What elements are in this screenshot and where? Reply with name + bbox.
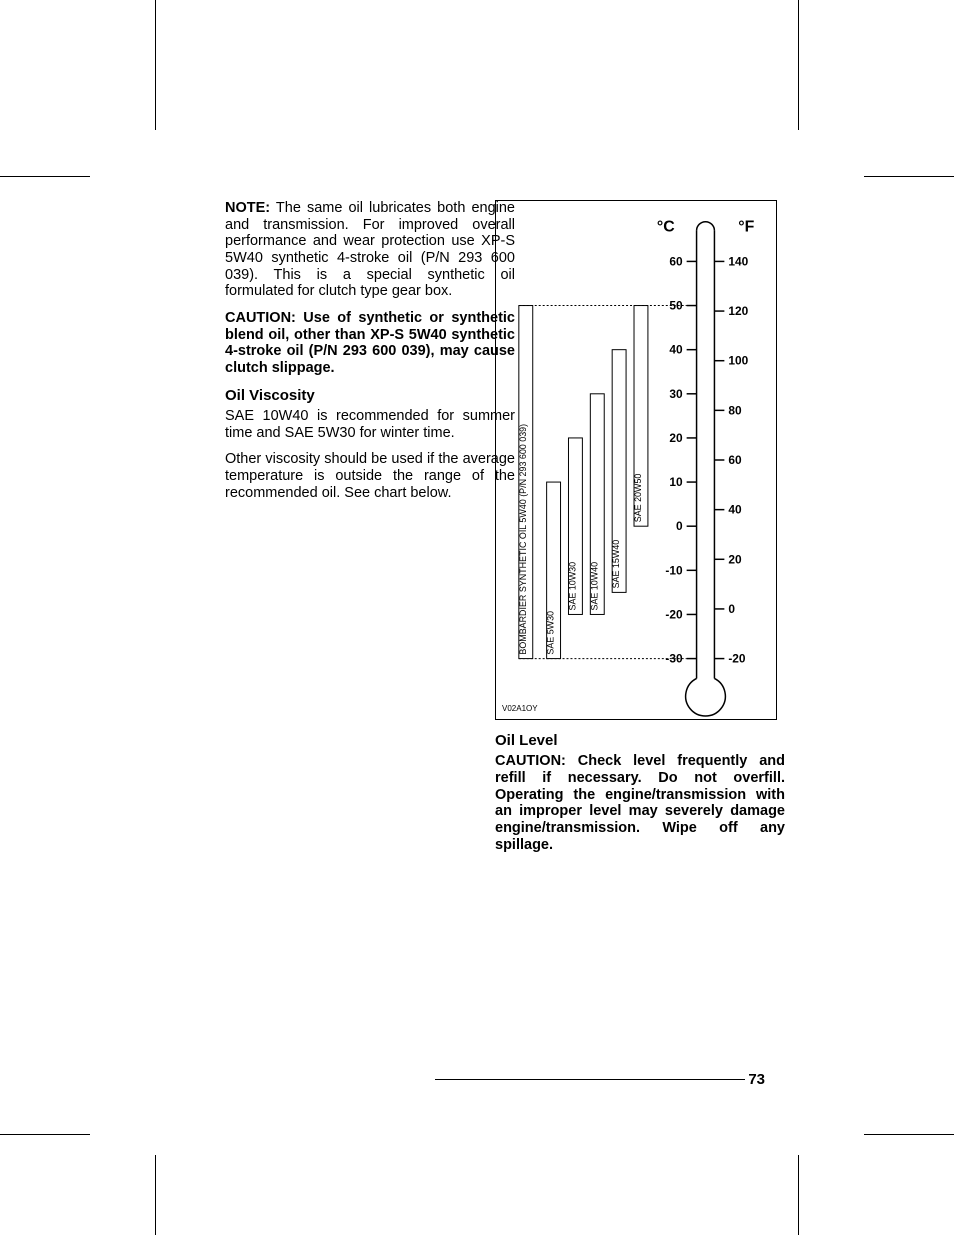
svg-text:SAE 20W50: SAE 20W50 xyxy=(633,474,643,523)
page-content: NOTE: The same oil lubricates both engin… xyxy=(155,10,795,1130)
svg-text:SAE 5W30: SAE 5W30 xyxy=(546,611,556,655)
svg-text:60: 60 xyxy=(728,453,742,467)
crop-mark xyxy=(798,1155,799,1235)
svg-text:10: 10 xyxy=(669,475,683,489)
svg-text:-20: -20 xyxy=(728,652,746,666)
svg-text:0: 0 xyxy=(728,602,735,616)
svg-text:20: 20 xyxy=(669,431,683,445)
svg-text:60: 60 xyxy=(669,254,683,268)
crop-mark xyxy=(0,176,90,177)
heading-oil-level: Oil Level xyxy=(495,732,785,749)
caution-label: CAUTION: xyxy=(495,753,566,769)
chart-svg: °C°F-30-20-100102030405060-2002040608010… xyxy=(496,201,776,719)
svg-text:40: 40 xyxy=(669,343,683,357)
svg-text:-20: -20 xyxy=(665,607,683,621)
crop-mark xyxy=(864,176,954,177)
left-column: NOTE: The same oil lubricates both engin… xyxy=(225,200,515,511)
svg-text:100: 100 xyxy=(728,354,748,368)
svg-text:120: 120 xyxy=(728,304,748,318)
chart-code: V02A1OY xyxy=(502,704,538,713)
crop-mark xyxy=(798,0,799,130)
caution-label: CAUTION: xyxy=(225,310,296,326)
note-label: NOTE: xyxy=(225,200,270,216)
caution-paragraph-2: CAUTION: Check level frequently and refi… xyxy=(495,753,785,853)
note-paragraph: NOTE: The same oil lubricates both engin… xyxy=(225,200,515,300)
svg-text:°F: °F xyxy=(738,219,754,236)
svg-text:BOMBARDIER SYNTHETIC OIL 5W40: BOMBARDIER SYNTHETIC OIL 5W40 (P/N 293 6… xyxy=(518,424,528,655)
svg-text:SAE 10W30: SAE 10W30 xyxy=(567,562,577,611)
page-number: 73 xyxy=(748,1071,765,1088)
svg-text:SAE 10W40: SAE 10W40 xyxy=(589,562,599,611)
crop-mark xyxy=(0,1134,90,1135)
caution-paragraph-1: CAUTION: Use of synthetic or synthetic b… xyxy=(225,310,515,377)
svg-text:-10: -10 xyxy=(665,563,683,577)
crop-mark xyxy=(864,1134,954,1135)
svg-text:80: 80 xyxy=(728,403,742,417)
svg-text:40: 40 xyxy=(728,503,742,517)
svg-text:20: 20 xyxy=(728,552,742,566)
right-column: °C°F-30-20-100102030405060-2002040608010… xyxy=(495,200,785,863)
svg-text:140: 140 xyxy=(728,254,748,268)
footer-rule xyxy=(435,1079,745,1080)
svg-text:SAE 15W40: SAE 15W40 xyxy=(611,540,621,589)
viscosity-p1: SAE 10W40 is recommended for summer time… xyxy=(225,408,515,441)
viscosity-p2: Other viscosity should be used if the av… xyxy=(225,451,515,501)
viscosity-chart: °C°F-30-20-100102030405060-2002040608010… xyxy=(495,200,777,720)
heading-oil-viscosity: Oil Viscosity xyxy=(225,387,515,404)
svg-text:°C: °C xyxy=(657,219,675,236)
svg-text:30: 30 xyxy=(669,387,683,401)
svg-text:0: 0 xyxy=(676,519,683,533)
crop-mark xyxy=(155,1155,156,1235)
